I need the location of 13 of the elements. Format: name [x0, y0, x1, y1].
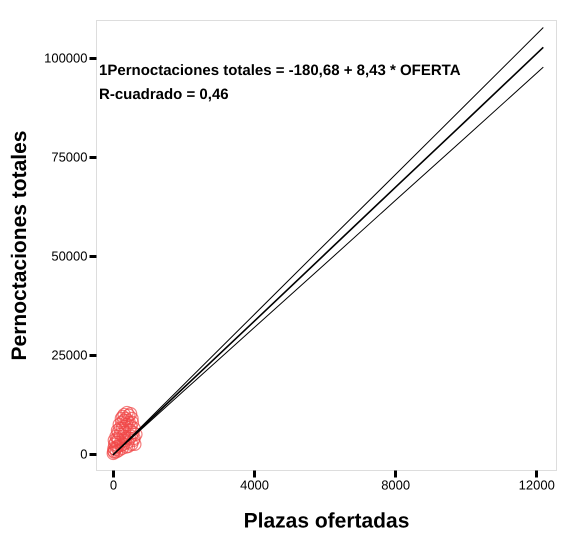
x-tick-label: 12000	[518, 478, 555, 492]
y-tick-label: 50000	[51, 248, 88, 264]
x-tick-label: 0	[110, 478, 118, 492]
annotation: R-cuadrado = 0,46	[99, 86, 229, 103]
y-tick-label: 100000	[44, 50, 88, 66]
x-axis-title: Plazas ofertadas	[244, 510, 410, 532]
annotation: 1Pernoctaciones totales = -180,68 + 8,43 * OFERTA	[99, 62, 461, 79]
y-tick-label: 0	[80, 446, 88, 462]
y-axis-title: Pernoctaciones totales	[8, 130, 32, 360]
x-tick-label: 8000	[381, 478, 410, 492]
y-tick-label: 25000	[51, 348, 88, 363]
y-tick-label: 75000	[51, 150, 88, 165]
x-tick-label: 4000	[240, 478, 269, 492]
